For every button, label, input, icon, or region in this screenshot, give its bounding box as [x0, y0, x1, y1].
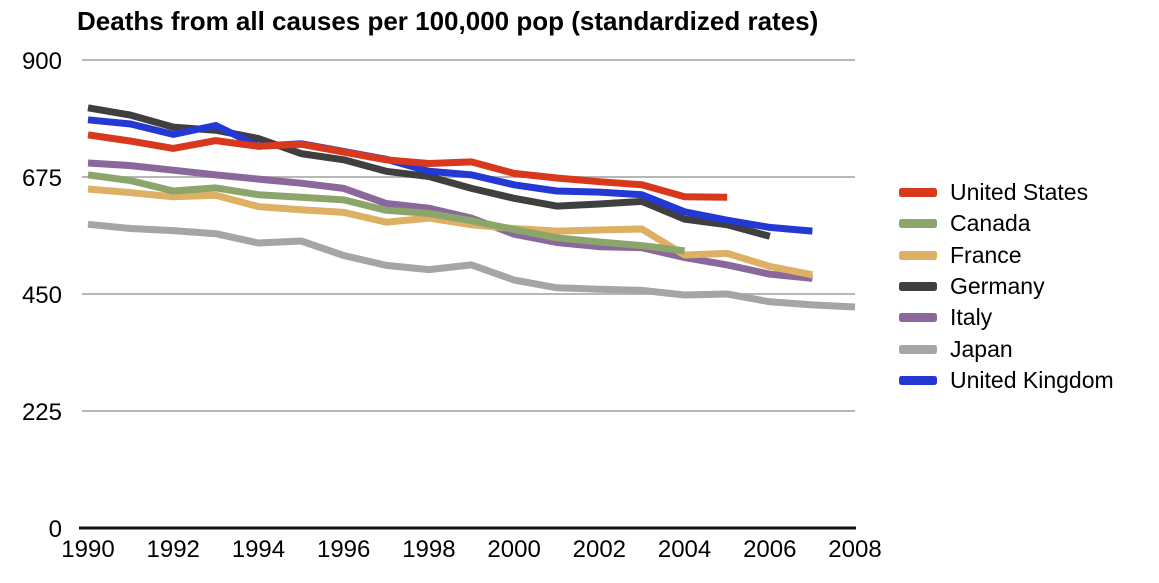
- legend-swatch-canada: [899, 219, 937, 229]
- x-tick-label-2004: 2004: [658, 536, 711, 563]
- x-tick-label-1996: 1996: [317, 536, 370, 563]
- series-line-united-kingdom: [87, 116, 813, 235]
- series-line-japan: [87, 220, 856, 311]
- legend-swatch-united-states: [899, 188, 937, 198]
- legend-label-canada: Canada: [950, 210, 1031, 237]
- x-tick-label-2002: 2002: [573, 536, 626, 563]
- y-tick-label-225: 225: [22, 399, 62, 426]
- legend-item-italy: Italy: [899, 302, 1114, 333]
- y-tick-label-450: 450: [22, 282, 62, 309]
- y-tick-label-0: 0: [49, 516, 62, 543]
- x-tick-label-1992: 1992: [147, 536, 200, 563]
- series-line-united-states: [87, 131, 728, 201]
- legend-label-italy: Italy: [950, 304, 993, 331]
- legend-label-japan: Japan: [950, 335, 1013, 362]
- legend-swatch-france: [899, 250, 937, 260]
- x-tick-label-2000: 2000: [487, 536, 540, 563]
- legend-label-france: France: [950, 241, 1022, 268]
- x-tick-label-2006: 2006: [743, 536, 796, 563]
- legend-item-canada: Canada: [899, 208, 1114, 239]
- chart-title: Deaths from all causes per 100,000 pop (…: [77, 6, 819, 36]
- x-tick-label-1994: 1994: [232, 536, 285, 563]
- legend-item-united-states: United States: [899, 177, 1114, 208]
- legend-item-france: France: [899, 240, 1114, 271]
- legend-swatch-italy: [899, 313, 937, 323]
- legend-label-united-kingdom: United Kingdom: [950, 366, 1114, 393]
- legend-swatch-united-kingdom: [899, 375, 937, 385]
- legend-item-japan: Japan: [899, 333, 1114, 364]
- legend-label-germany: Germany: [950, 273, 1045, 300]
- legend-label-united-states: United States: [950, 179, 1089, 206]
- legend-swatch-japan: [899, 344, 937, 354]
- legend-item-germany: Germany: [899, 271, 1114, 302]
- series-line-france: [87, 185, 814, 279]
- legend-swatch-germany: [899, 282, 937, 292]
- series-line-canada: [87, 171, 686, 255]
- y-tick-label-675: 675: [22, 165, 62, 192]
- x-tick-label-2008: 2008: [828, 536, 881, 563]
- legend-item-united-kingdom: United Kingdom: [899, 365, 1114, 396]
- x-tick-label-1990: 1990: [61, 536, 114, 563]
- y-tick-label-900: 900: [22, 48, 62, 75]
- x-tick-label-1998: 1998: [402, 536, 455, 563]
- legend: United States Canada France Germany Italy Jap…: [899, 177, 1114, 396]
- series-line-italy: [87, 159, 813, 282]
